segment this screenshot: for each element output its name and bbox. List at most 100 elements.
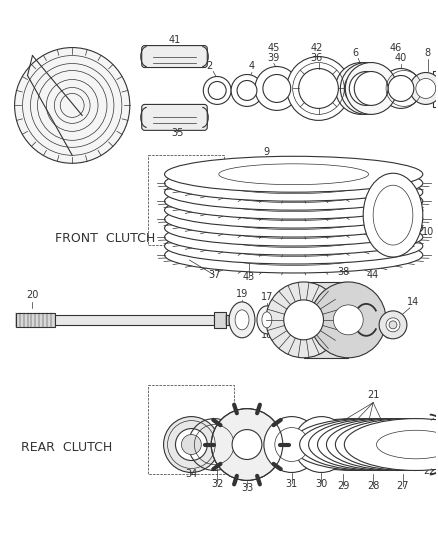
Ellipse shape xyxy=(235,310,249,330)
Ellipse shape xyxy=(344,418,438,471)
Ellipse shape xyxy=(300,418,438,471)
Text: 19: 19 xyxy=(236,289,248,299)
Text: 14: 14 xyxy=(407,297,419,307)
Ellipse shape xyxy=(344,71,378,106)
Text: 38: 38 xyxy=(337,267,350,277)
Text: 4: 4 xyxy=(249,61,255,70)
Ellipse shape xyxy=(336,62,387,115)
Text: 18: 18 xyxy=(261,330,273,340)
Ellipse shape xyxy=(318,418,438,471)
Text: 42: 42 xyxy=(311,43,323,53)
Ellipse shape xyxy=(386,318,400,332)
Text: 8: 8 xyxy=(425,47,431,58)
Ellipse shape xyxy=(263,75,291,102)
Ellipse shape xyxy=(282,418,425,471)
Bar xyxy=(214,312,226,328)
Bar xyxy=(226,315,241,325)
Ellipse shape xyxy=(299,69,339,108)
Ellipse shape xyxy=(165,219,423,255)
Ellipse shape xyxy=(165,228,423,264)
Ellipse shape xyxy=(208,82,226,100)
Text: 29: 29 xyxy=(337,481,350,491)
Text: 9: 9 xyxy=(264,147,270,157)
Ellipse shape xyxy=(237,80,257,100)
Ellipse shape xyxy=(211,409,283,480)
Ellipse shape xyxy=(262,312,272,328)
Ellipse shape xyxy=(219,164,368,184)
Text: 37: 37 xyxy=(208,270,220,280)
Ellipse shape xyxy=(309,418,438,471)
Text: REAR  CLUTCH: REAR CLUTCH xyxy=(21,441,112,454)
Text: 35: 35 xyxy=(171,128,184,139)
Ellipse shape xyxy=(14,47,130,163)
Text: 45: 45 xyxy=(268,43,280,53)
Ellipse shape xyxy=(165,165,423,201)
Text: 33: 33 xyxy=(241,483,253,494)
Ellipse shape xyxy=(232,430,262,459)
Ellipse shape xyxy=(350,430,428,459)
Ellipse shape xyxy=(311,282,386,358)
Text: 27: 27 xyxy=(397,481,409,491)
Ellipse shape xyxy=(383,318,393,338)
Ellipse shape xyxy=(219,236,368,256)
Text: 39: 39 xyxy=(268,53,280,62)
Ellipse shape xyxy=(264,417,319,472)
Text: 13: 13 xyxy=(347,328,360,338)
Ellipse shape xyxy=(165,156,423,192)
Ellipse shape xyxy=(203,77,231,104)
Text: 46: 46 xyxy=(390,43,402,53)
Ellipse shape xyxy=(284,300,324,340)
Ellipse shape xyxy=(389,321,397,329)
Text: 40: 40 xyxy=(395,53,407,62)
Text: 32: 32 xyxy=(211,479,223,489)
Ellipse shape xyxy=(336,418,438,471)
Ellipse shape xyxy=(163,417,219,472)
Ellipse shape xyxy=(219,173,368,193)
Ellipse shape xyxy=(219,217,368,238)
Text: 43: 43 xyxy=(243,272,255,282)
Ellipse shape xyxy=(287,56,350,120)
Text: 17: 17 xyxy=(261,292,273,302)
Ellipse shape xyxy=(304,427,339,462)
Ellipse shape xyxy=(219,227,368,247)
Text: 44: 44 xyxy=(367,270,379,280)
Ellipse shape xyxy=(410,72,438,104)
Text: FRONT  CLUTCH: FRONT CLUTCH xyxy=(55,231,155,245)
Ellipse shape xyxy=(219,200,368,221)
Ellipse shape xyxy=(165,174,423,210)
Ellipse shape xyxy=(257,306,277,334)
Ellipse shape xyxy=(379,311,407,339)
Text: 30: 30 xyxy=(315,479,328,489)
Ellipse shape xyxy=(165,237,423,273)
Ellipse shape xyxy=(229,302,255,338)
Text: 11: 11 xyxy=(325,288,338,298)
FancyBboxPatch shape xyxy=(142,46,207,68)
Text: 6: 6 xyxy=(352,47,358,58)
Ellipse shape xyxy=(377,430,438,459)
Bar xyxy=(304,282,348,358)
Text: 41: 41 xyxy=(168,35,180,45)
Ellipse shape xyxy=(165,201,423,237)
Bar xyxy=(55,315,214,325)
Ellipse shape xyxy=(219,209,368,230)
Ellipse shape xyxy=(388,76,414,101)
Text: 21: 21 xyxy=(367,390,379,400)
Text: 34: 34 xyxy=(185,470,198,480)
Ellipse shape xyxy=(381,69,421,108)
Ellipse shape xyxy=(165,210,423,246)
Ellipse shape xyxy=(332,430,410,459)
FancyBboxPatch shape xyxy=(142,104,207,131)
Text: 20: 20 xyxy=(26,290,39,300)
Text: 36: 36 xyxy=(311,53,323,62)
Ellipse shape xyxy=(219,182,368,203)
Ellipse shape xyxy=(291,418,434,471)
Ellipse shape xyxy=(176,429,207,461)
Ellipse shape xyxy=(345,62,397,115)
Ellipse shape xyxy=(219,191,368,212)
Ellipse shape xyxy=(231,75,263,107)
Ellipse shape xyxy=(255,67,299,110)
Ellipse shape xyxy=(363,173,423,257)
Text: 22: 22 xyxy=(424,466,436,477)
Ellipse shape xyxy=(333,305,363,335)
Text: 2: 2 xyxy=(206,61,212,70)
